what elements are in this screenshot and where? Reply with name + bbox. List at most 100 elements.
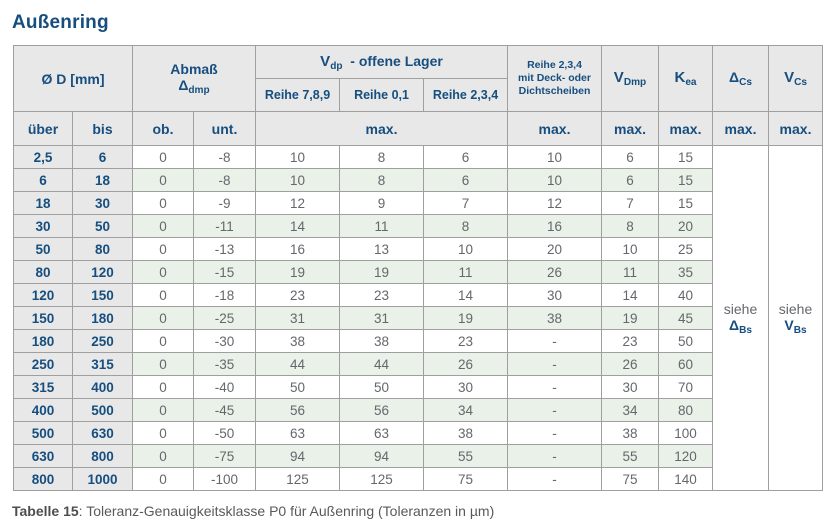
cell-r01: 13 <box>339 237 425 261</box>
cell-unt: -75 <box>192 444 257 468</box>
caption-label: Tabelle 15 <box>12 503 79 519</box>
cell-deck: - <box>507 398 603 422</box>
cell-r01: 38 <box>339 329 425 353</box>
cell-r234: 55 <box>423 444 509 468</box>
cell-deck: 12 <box>507 191 603 215</box>
cell-r234: 26 <box>423 352 509 376</box>
cell-r789: 94 <box>255 444 341 468</box>
cell-deck: - <box>507 467 603 491</box>
header-reihe-234: Reihe 2,3,4 <box>423 78 509 112</box>
cell-bis: 630 <box>72 421 133 445</box>
cell-vdmp: 38 <box>601 421 660 445</box>
v-symbol: V <box>613 69 624 87</box>
cell-r789: 10 <box>255 145 341 169</box>
cell-unt: -9 <box>192 191 257 215</box>
cell-r234: 75 <box>423 467 509 491</box>
cell-r789: 50 <box>255 375 341 399</box>
cell-r789: 44 <box>255 352 341 376</box>
table-row: 180 250 0 -30 38 38 23-23 50 <box>13 329 823 353</box>
cell-deck: - <box>507 329 603 353</box>
cell-ob: 0 <box>132 306 194 330</box>
cell-bis: 400 <box>72 375 133 399</box>
cell-r234: 11 <box>423 260 509 284</box>
cell-vdmp: 19 <box>601 306 660 330</box>
cell-r789: 16 <box>255 237 341 261</box>
table-row: 120 150 0 -18 23 23 14 30 14 40 <box>13 283 823 307</box>
cell-deck: 10 <box>507 168 603 192</box>
cell-vdmp: 34 <box>601 398 660 422</box>
table-row: 500 630 0 -50 63 63 38-38 100 <box>13 421 823 445</box>
header-delta-cs: ΔCs <box>712 45 770 112</box>
cell-ob: 0 <box>132 421 194 445</box>
cell-r01: 94 <box>339 444 425 468</box>
cell-ob: 0 <box>132 398 194 422</box>
cell-r234: 10 <box>423 237 509 261</box>
cell-r234: 34 <box>423 398 509 422</box>
header-deck: Reihe 2,3,4 mit Deck- oder Dichtscheiben <box>507 45 603 112</box>
cell-unt: -15 <box>192 260 257 284</box>
table-row: 80 120 0 -15 19 19 11 26 11 35 <box>13 260 823 284</box>
cell-r789: 38 <box>255 329 341 353</box>
header-deck-line3: Dichtscheiben <box>518 85 591 98</box>
table-row: 50 80 0 -13 16 13 10 20 10 25 <box>13 237 823 261</box>
cell-vdmp: 30 <box>601 375 660 399</box>
cell-kea: 80 <box>658 398 714 422</box>
cell-r01: 44 <box>339 352 425 376</box>
cell-deck: - <box>507 352 603 376</box>
cell-kea: 100 <box>658 421 714 445</box>
cell-kea: 25 <box>658 237 714 261</box>
cell-r01: 50 <box>339 375 425 399</box>
cell-ueber: 80 <box>13 260 73 284</box>
cell-deck: 38 <box>507 306 603 330</box>
page-title: Außenring <box>12 12 109 33</box>
cell-r789: 14 <box>255 214 341 238</box>
table-row: 315 400 0 -40 50 50 30-30 70 <box>13 375 823 399</box>
tolerance-table: Ø D [mm] Abmaß Δdmp Vdp - offene Lager R… <box>13 45 824 491</box>
cell-r01: 63 <box>339 421 425 445</box>
cell-unt: -50 <box>192 421 257 445</box>
cell-bis: 500 <box>72 398 133 422</box>
cell-vdmp: 8 <box>601 214 660 238</box>
cell-r234: 6 <box>423 168 509 192</box>
cell-ob: 0 <box>132 237 194 261</box>
cell-r01: 8 <box>339 145 425 169</box>
header-abmass: Abmaß Δdmp <box>131 45 257 112</box>
cell-deck: - <box>507 421 603 445</box>
cell-ueber: 500 <box>13 421 73 445</box>
cell-vdmp: 6 <box>601 168 660 192</box>
k-symbol: K <box>674 69 686 87</box>
see-reference-v-bs: siehe VBs <box>768 145 824 491</box>
caption-text: : Toleranz-Genauigkeitsklasse P0 für Auß… <box>78 503 495 519</box>
cell-bis: 180 <box>72 306 133 330</box>
cell-vdmp: 26 <box>601 352 660 376</box>
cell-r789: 125 <box>255 467 341 491</box>
cell-ueber: 2,5 <box>13 145 73 169</box>
table-caption: Tabelle 15: Toleranz-Genauigkeitsklasse … <box>12 503 494 519</box>
cell-r01: 11 <box>339 214 425 238</box>
cell-deck: 10 <box>507 145 603 169</box>
cell-r789: 10 <box>255 168 341 192</box>
cell-bis: 50 <box>72 214 133 238</box>
see-reference-delta-bs: siehe ΔBs <box>712 145 770 491</box>
cell-r01: 125 <box>339 467 425 491</box>
header-reihe-01: Reihe 0,1 <box>339 78 425 112</box>
cell-ueber: 400 <box>13 398 73 422</box>
header-max-kea: max. <box>658 111 714 146</box>
header-ob: ob. <box>132 111 194 146</box>
header-max-deck: max. <box>507 111 603 146</box>
v-symbol: V <box>784 69 795 87</box>
cell-ob: 0 <box>132 191 194 215</box>
cell-ob: 0 <box>132 283 194 307</box>
header-max-dcs: max. <box>712 111 770 146</box>
header-deck-line1: Reihe 2,3,4 <box>527 58 582 71</box>
see-symbol: VBs <box>784 316 807 336</box>
cell-r234: 7 <box>423 191 509 215</box>
cell-bis: 120 <box>72 260 133 284</box>
delta-symbol: Δ <box>178 77 189 94</box>
header-v-cs: VCs <box>768 45 824 112</box>
cell-vdmp: 75 <box>601 467 660 491</box>
cell-r01: 56 <box>339 398 425 422</box>
header-vdp-rest: - offene Lager <box>350 52 443 69</box>
see-prefix: siehe <box>723 300 758 317</box>
cell-deck: 30 <box>507 283 603 307</box>
